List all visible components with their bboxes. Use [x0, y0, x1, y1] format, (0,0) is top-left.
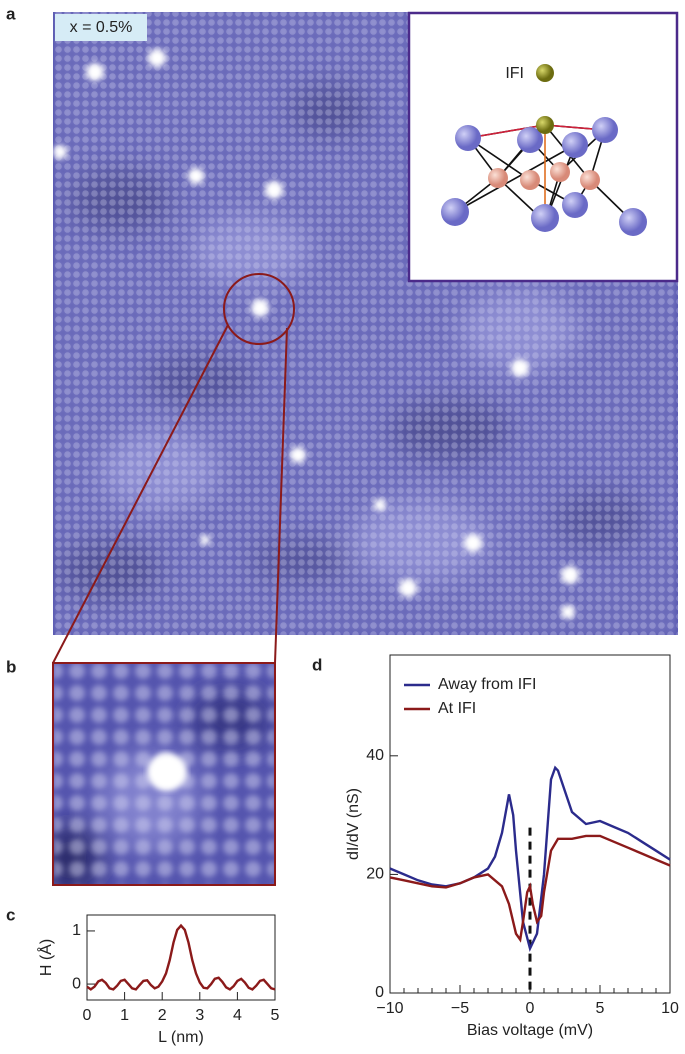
x-tick-label: −10	[376, 1000, 403, 1017]
data-line	[86, 923, 276, 991]
concentration-label: x = 0.5%	[70, 19, 133, 36]
y-tick-label: 20	[366, 866, 384, 883]
zoom-frame	[52, 662, 276, 886]
x-tick-label: 5	[596, 1000, 605, 1017]
x-axis-label: Bias voltage (mV)	[467, 1022, 593, 1039]
y-tick-label: 0	[72, 975, 81, 992]
data-line	[389, 834, 671, 943]
plot-frame	[86, 914, 276, 1001]
legend-label: At IFI	[438, 700, 476, 717]
x-tick-label: 5	[271, 1007, 280, 1024]
y-tick-label: 0	[375, 984, 384, 1001]
x-tick-label: 1	[120, 1007, 129, 1024]
y-tick-label: 1	[72, 922, 81, 939]
panel-label: b	[6, 657, 16, 676]
x-tick-label: 4	[233, 1007, 242, 1024]
x-tick-label: 2	[158, 1007, 167, 1024]
inset-label: IFI	[505, 65, 524, 82]
panel-label: d	[312, 655, 322, 674]
crystal-diagram	[441, 64, 647, 236]
legend-label: Away from IFI	[438, 676, 536, 693]
panel-label: c	[6, 905, 15, 924]
inset	[407, 11, 679, 283]
x-tick-label: 10	[661, 1000, 679, 1017]
x-tick-label: 3	[195, 1007, 204, 1024]
x-tick-label: 0	[83, 1007, 92, 1024]
x-axis-label: L (nm)	[158, 1029, 204, 1046]
y-tick-label: 40	[366, 747, 384, 764]
label-box	[55, 14, 147, 41]
y-axis-label: dI/dV (nS)	[345, 788, 362, 860]
stm-zoom-image	[53, 663, 275, 885]
panel-label: a	[6, 4, 16, 23]
y-axis-label: H (Å)	[36, 939, 55, 976]
x-tick-label: −5	[451, 1000, 469, 1017]
x-tick-label: 0	[526, 1000, 535, 1017]
zoom-indicator	[52, 273, 295, 664]
